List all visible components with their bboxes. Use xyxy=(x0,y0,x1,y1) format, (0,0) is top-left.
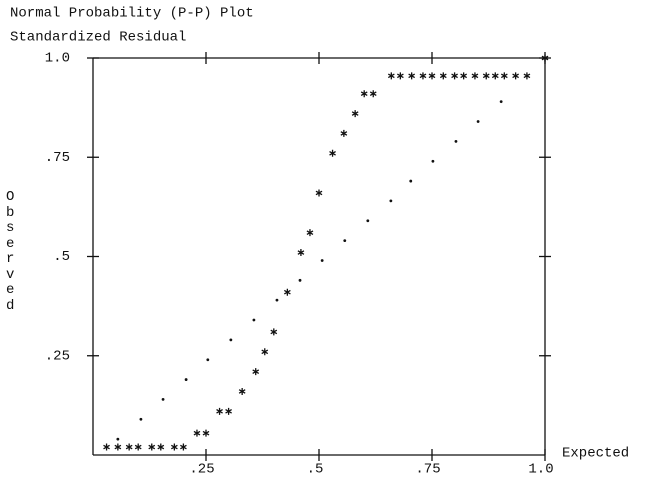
reference-point xyxy=(275,298,279,302)
point xyxy=(396,72,404,80)
point xyxy=(261,348,269,356)
point xyxy=(148,443,156,451)
point xyxy=(491,72,499,80)
reference-point xyxy=(161,398,165,401)
x-tick-label: .5 xyxy=(307,462,324,478)
point xyxy=(460,72,468,80)
point xyxy=(252,368,260,376)
point xyxy=(541,54,549,62)
point xyxy=(451,72,458,80)
point xyxy=(125,443,133,451)
point xyxy=(270,328,278,336)
y-tick-label: .75 xyxy=(45,150,70,166)
point xyxy=(523,72,531,80)
point xyxy=(193,429,201,437)
y-tick-label: .25 xyxy=(45,348,70,364)
reference-point xyxy=(409,179,413,183)
reference-point xyxy=(454,139,458,143)
point xyxy=(225,407,232,415)
point xyxy=(238,387,246,395)
reference-point xyxy=(252,318,256,322)
reference-point xyxy=(206,358,210,362)
point xyxy=(216,407,223,415)
reference-point xyxy=(298,278,302,282)
point xyxy=(157,443,165,451)
point xyxy=(360,90,368,98)
point xyxy=(306,229,314,237)
point xyxy=(114,443,122,451)
reference-point xyxy=(320,259,324,262)
x-axis-label: Expected xyxy=(562,446,629,462)
point xyxy=(170,443,178,451)
x-tick-label: .75 xyxy=(415,462,440,478)
reference-point xyxy=(389,199,393,203)
chart-title: Normal Probability (P-P) Plot xyxy=(10,6,254,22)
point xyxy=(351,110,359,118)
y-tick-label: .5 xyxy=(53,249,70,265)
point xyxy=(428,72,436,80)
point xyxy=(315,189,323,197)
point xyxy=(387,72,395,80)
point xyxy=(283,288,291,296)
point xyxy=(103,443,110,451)
reference-point xyxy=(499,100,503,104)
reference-point xyxy=(366,219,370,223)
point xyxy=(340,129,348,137)
point xyxy=(329,149,336,157)
y-axis-label: Observed xyxy=(6,189,15,314)
point xyxy=(369,90,377,98)
reference-point xyxy=(116,437,120,441)
point xyxy=(202,429,210,437)
point xyxy=(297,249,305,257)
reference-point xyxy=(476,120,480,123)
chart-subtitle: Standardized Residual xyxy=(10,30,186,46)
reference-point xyxy=(184,378,188,381)
point xyxy=(471,72,479,80)
x-tick-label: .25 xyxy=(189,462,214,478)
y-tick-label: 1.0 xyxy=(45,51,70,67)
point xyxy=(482,72,490,80)
x-tick-label: 1.0 xyxy=(528,462,553,478)
point xyxy=(512,72,519,80)
reference-point xyxy=(229,338,233,342)
point xyxy=(408,72,416,80)
reference-point xyxy=(343,239,347,243)
reference-point xyxy=(139,417,143,421)
point xyxy=(134,443,142,451)
point xyxy=(439,72,447,80)
point xyxy=(180,443,187,451)
point xyxy=(500,72,508,80)
point xyxy=(419,72,427,80)
reference-point xyxy=(431,159,435,163)
